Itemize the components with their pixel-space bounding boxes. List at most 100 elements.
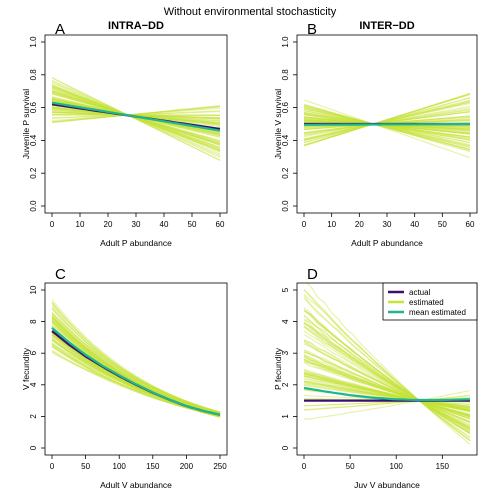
estimated-line	[51, 317, 221, 415]
estimated-line	[52, 114, 221, 116]
estimated-line	[51, 104, 221, 124]
estimated-line	[51, 105, 221, 123]
y-tick-label: 1.0	[29, 36, 38, 48]
estimated-line	[51, 301, 221, 415]
estimated-line	[303, 105, 471, 151]
estimated-line	[303, 309, 471, 434]
estimated-line	[303, 360, 471, 416]
estimated-line	[303, 343, 471, 423]
estimated-line	[51, 349, 221, 417]
x-axis-label: Adult P abundance	[351, 238, 423, 248]
estimated-line	[303, 114, 471, 138]
x-tick-label: 250	[213, 462, 227, 471]
estimated-line	[303, 330, 471, 427]
panel-letter: C	[55, 266, 66, 283]
estimated-line	[303, 382, 471, 408]
estimated-line	[51, 111, 221, 119]
estimated-line	[303, 93, 471, 147]
estimated-line	[303, 110, 471, 144]
mean-estimated-line	[304, 122, 470, 126]
estimated-line	[51, 320, 221, 415]
y-tick-label: 0.0	[29, 200, 38, 212]
estimated-line	[303, 378, 471, 409]
y-tick-label: 1	[281, 414, 290, 419]
estimated-line	[303, 310, 471, 434]
estimated-line	[303, 376, 471, 410]
estimated-line	[51, 80, 221, 157]
y-tick-label: 2	[29, 414, 38, 419]
estimated-line	[303, 326, 471, 428]
estimated-line	[303, 113, 471, 138]
x-tick-label: 50	[81, 462, 90, 471]
estimated-line	[303, 380, 471, 409]
x-tick-label: 50	[438, 220, 447, 229]
x-tick-label: 40	[160, 220, 169, 229]
y-tick-label: 0.8	[281, 69, 290, 81]
estimated-line	[303, 374, 471, 411]
estimated-line	[51, 107, 221, 122]
estimated-line	[303, 323, 471, 429]
estimated-line	[303, 372, 471, 412]
estimated-line	[303, 295, 471, 439]
estimated-line	[303, 342, 471, 423]
x-tick-label: 150	[146, 462, 160, 471]
estimated-line	[303, 111, 471, 134]
estimated-line	[51, 315, 221, 413]
estimated-line	[303, 355, 471, 417]
estimated-line	[303, 358, 471, 417]
estimated-line	[51, 320, 221, 415]
y-tick-label: 0.2	[29, 167, 38, 179]
legend-label-estimated: estimated	[409, 298, 444, 307]
estimated-line	[303, 314, 471, 432]
estimated-line	[303, 324, 471, 428]
estimated-line	[51, 106, 221, 123]
x-tick-label: 0	[50, 220, 55, 229]
estimated-line	[303, 307, 471, 435]
estimated-line	[303, 334, 471, 426]
estimated-line	[303, 289, 471, 442]
estimated-line	[303, 355, 471, 418]
estimated-line	[303, 358, 471, 416]
estimated-line	[303, 309, 471, 434]
estimated-line	[303, 362, 471, 415]
estimated-line	[51, 314, 221, 416]
panel-c-estimated-lines	[51, 299, 221, 418]
estimated-line	[51, 333, 221, 418]
estimated-line	[303, 108, 471, 146]
panel-d-estimated-lines	[303, 283, 471, 445]
estimated-line	[303, 107, 471, 147]
x-tick-label: 200	[180, 462, 194, 471]
estimated-line	[303, 384, 471, 407]
estimated-line	[51, 87, 221, 148]
x-tick-label: 60	[466, 220, 475, 229]
estimated-line	[51, 315, 221, 415]
x-tick-label: 20	[355, 220, 364, 229]
estimated-line	[51, 87, 221, 148]
mean-estimated-line	[51, 101, 221, 132]
estimated-line	[303, 105, 471, 150]
estimated-line	[51, 85, 221, 152]
estimated-line	[303, 340, 471, 423]
y-tick-label: 10	[29, 285, 38, 294]
estimated-line	[51, 317, 221, 414]
y-tick-label: 0.6	[29, 101, 38, 113]
estimated-line	[303, 103, 471, 153]
estimated-line	[51, 87, 221, 149]
estimated-line	[303, 93, 471, 146]
estimated-line	[51, 82, 221, 155]
legend: actual estimated mean estimated	[382, 282, 478, 321]
estimated-line	[303, 380, 471, 409]
estimated-line	[52, 114, 220, 117]
estimated-line	[52, 114, 220, 116]
estimated-line	[303, 107, 471, 136]
estimated-line	[303, 358, 471, 417]
estimated-line	[303, 112, 471, 140]
estimated-line	[303, 370, 471, 412]
estimated-line	[51, 344, 221, 417]
estimated-line	[51, 112, 221, 119]
x-tick-label: 50	[188, 220, 197, 229]
estimated-line	[303, 395, 471, 411]
panel-title: INTER−DD	[359, 20, 414, 32]
estimated-line	[303, 381, 471, 408]
